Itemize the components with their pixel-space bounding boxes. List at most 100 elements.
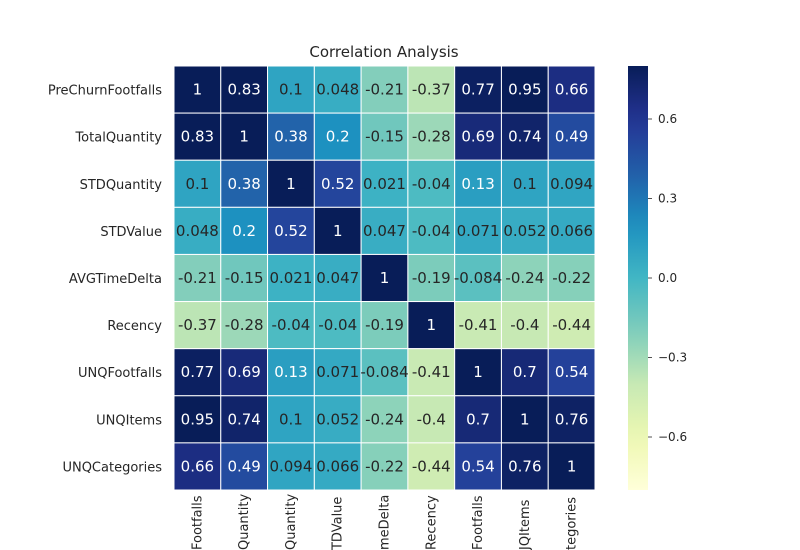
cell-value-label: 0.95 <box>508 81 541 99</box>
cell-value-label: -0.37 <box>178 316 217 334</box>
cell-value-label: 0.83 <box>181 128 214 146</box>
column-labels: Footfalls Quantity Quantity TDValue meDelta R… <box>190 494 579 550</box>
cell-value-label: -0.44 <box>552 316 591 334</box>
heatmap-cell <box>267 112 315 161</box>
heatmap-cell <box>454 112 502 161</box>
heatmap-cell <box>313 442 362 491</box>
cell-value-label: 1 <box>520 410 530 428</box>
column-label: Quantity <box>284 494 299 550</box>
cell-value-label: 0.13 <box>274 363 307 381</box>
cell-value-label: -0.37 <box>412 81 451 99</box>
cell-value-label: -0.28 <box>412 128 451 146</box>
cell-value-label: 0.66 <box>181 457 214 475</box>
cell-value-label: -0.44 <box>412 457 451 475</box>
row-label: UNQFootfalls <box>78 366 162 381</box>
cell-value-label: 1 <box>193 81 203 99</box>
heatmap-cell <box>173 65 222 114</box>
cell-value-label: 0.7 <box>513 363 537 381</box>
cell-value-label: 1 <box>333 222 343 240</box>
cell-value-label: -0.28 <box>225 316 264 334</box>
heatmap-cell <box>313 159 362 208</box>
heatmap-cell <box>220 348 269 397</box>
cell-value-label: -0.04 <box>412 175 451 193</box>
heatmap-cell <box>360 159 409 208</box>
heatmap-cell <box>360 442 409 491</box>
cell-value-label: 0.66 <box>555 81 588 99</box>
heatmap-cell <box>267 442 315 491</box>
cell-value-label: 0.1 <box>279 81 303 99</box>
heatmap-cell <box>547 206 596 255</box>
heatmap-cell <box>454 395 502 444</box>
heatmap-cell <box>360 112 409 161</box>
cell-value-label: 0.76 <box>508 457 541 475</box>
heatmap-cell <box>360 301 409 350</box>
heatmap-cell <box>173 348 222 397</box>
cell-value-label: 0.2 <box>326 128 350 146</box>
cell-value-label: 0.048 <box>176 222 219 240</box>
heatmap-cell <box>407 301 456 350</box>
cell-value-label: 1 <box>239 128 249 146</box>
heatmap-cell <box>267 253 315 303</box>
heatmap-cells <box>173 65 596 491</box>
heatmap-cell <box>547 301 596 350</box>
row-label: AVGTimeDelta <box>69 272 162 287</box>
cell-value-label: -0.084 <box>360 363 408 381</box>
column-label: tegories <box>565 497 580 550</box>
column-label: Footfalls <box>190 495 205 550</box>
heatmap-cell <box>454 253 502 303</box>
heatmap-cell-labels: 1 0.83 0.1 0.048 -0.21 -0.37 0.77 0.95 0.66 0.83 1… <box>176 81 593 476</box>
cell-value-label: 1 <box>427 316 437 334</box>
heatmap-cell <box>220 65 269 114</box>
cell-value-label: -0.22 <box>552 269 591 287</box>
heatmap-cell <box>267 159 315 208</box>
cell-value-label: 0.83 <box>227 81 260 99</box>
cell-value-label: -0.15 <box>225 269 264 287</box>
cell-value-label: 0.52 <box>321 175 354 193</box>
cell-value-label: 0.094 <box>550 175 593 193</box>
row-label: UNQCategories <box>62 460 162 475</box>
cell-value-label: 1 <box>473 363 483 381</box>
heatmap-cell <box>173 442 222 491</box>
cell-value-label: 0.49 <box>227 457 260 475</box>
cell-value-label: -0.21 <box>178 269 217 287</box>
colorbar-tick-label: 0.6 <box>658 112 677 126</box>
heatmap-cell <box>313 206 362 255</box>
column-label: meDelta <box>378 495 393 550</box>
heatmap-cell <box>173 159 222 208</box>
column-label: TDValue <box>331 497 346 550</box>
cell-value-label: 0.052 <box>503 222 546 240</box>
heatmap-cell <box>313 301 362 350</box>
column-label: Quantity <box>237 494 252 550</box>
cell-value-label: -0.24 <box>365 410 404 428</box>
column-label: JQItems <box>518 499 533 550</box>
cell-value-label: 0.071 <box>316 363 359 381</box>
cell-value-label: -0.4 <box>417 410 446 428</box>
heatmap-cell <box>173 253 222 303</box>
cell-value-label: 0.7 <box>466 410 490 428</box>
column-label: Footfalls <box>471 495 486 550</box>
cell-value-label: 0.052 <box>316 410 359 428</box>
cell-value-label: 0.1 <box>513 175 537 193</box>
row-label: STDValue <box>100 225 162 240</box>
cell-value-label: 0.76 <box>555 410 588 428</box>
column-label: Recency <box>424 495 439 550</box>
chart-title: Correlation Analysis <box>309 43 458 61</box>
colorbar-ticks: 0.6 0.3 0.0 −0.3 −0.6 <box>648 112 687 444</box>
cell-value-label: 0.066 <box>316 457 359 475</box>
cell-value-label: 0.1 <box>185 175 209 193</box>
cell-value-label: 0.52 <box>274 222 307 240</box>
heatmap-cell <box>500 65 549 114</box>
colorbar-tick-label: 0.0 <box>658 271 677 285</box>
colorbar-tick-label: −0.6 <box>658 430 687 444</box>
cell-value-label: -0.04 <box>272 316 311 334</box>
heatmap-cell <box>454 348 502 397</box>
heatmap-cell <box>407 65 456 114</box>
cell-value-label: 0.066 <box>550 222 593 240</box>
cell-value-label: 0.047 <box>363 222 406 240</box>
heatmap-cell <box>267 301 315 350</box>
cell-value-label: 0.13 <box>461 175 494 193</box>
cell-value-label: 0.047 <box>316 269 359 287</box>
cell-value-label: -0.04 <box>318 316 357 334</box>
heatmap-cell <box>220 159 269 208</box>
row-labels: PreChurnFootfalls TotalQuantity STDQuantit… <box>48 84 162 476</box>
